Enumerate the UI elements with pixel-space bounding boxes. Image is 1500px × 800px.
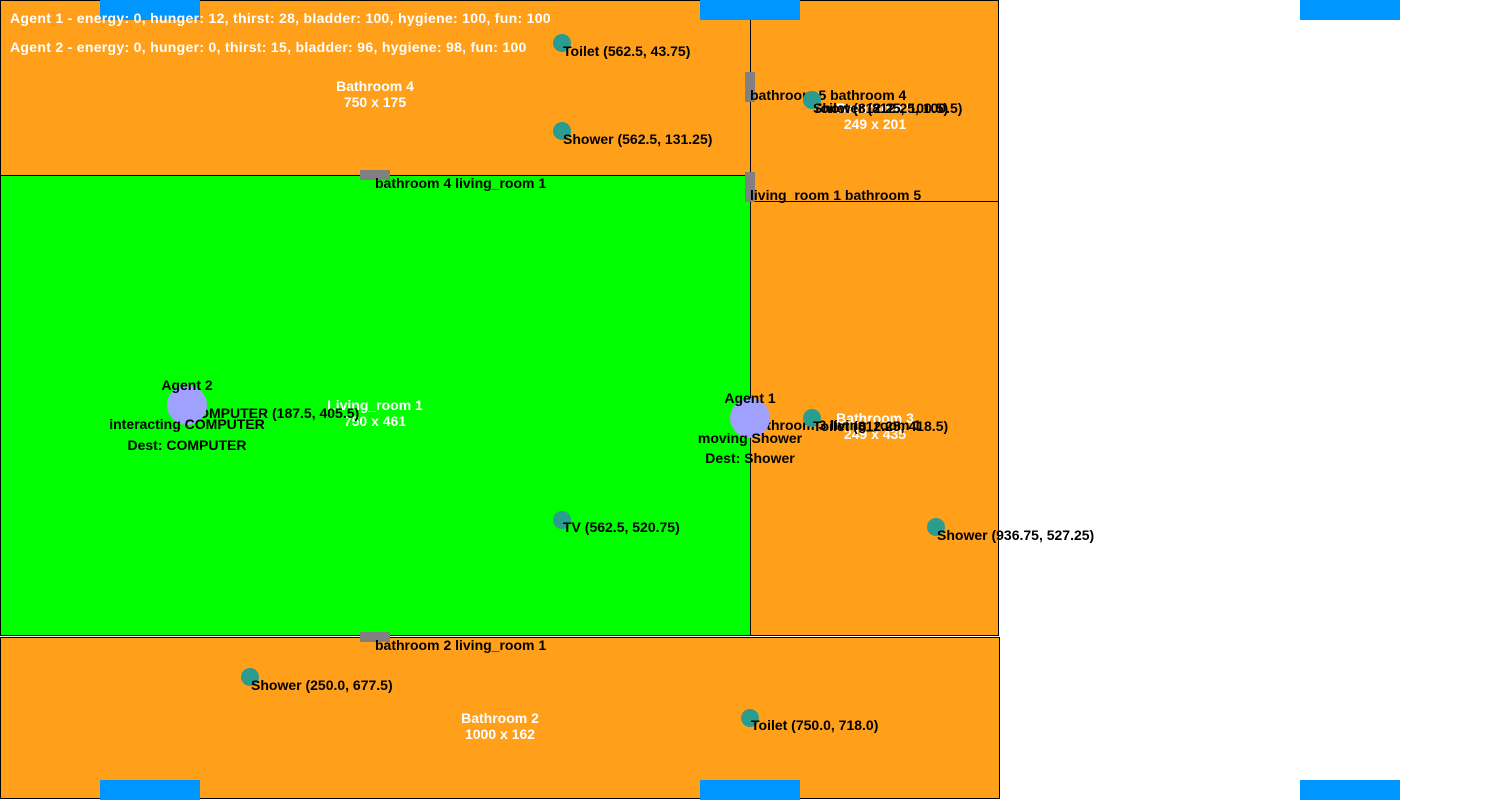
door-label-bathroom3-living-room1: bathroom 3 living_room 1 — [750, 417, 922, 433]
shower-bathroom3-marker[interactable] — [927, 518, 945, 536]
shower-bathroom3-label: Shower (936.75, 527.25) — [937, 527, 1095, 543]
agent-1-status: Agent 1 - energy: 0, hunger: 12, thirst:… — [10, 10, 551, 26]
shower-bathroom2-marker[interactable] — [241, 668, 259, 686]
agent-2-action: interacting COMPUTER — [109, 416, 265, 432]
agent-1-avatar[interactable] — [730, 398, 770, 438]
window-bottom-2 — [700, 780, 800, 800]
shower-bathroom5-label: Shower (812.25, 100.5) — [813, 100, 963, 116]
agent-2-name: Agent 2 — [161, 377, 213, 393]
room-size: 750 x 461 — [343, 413, 407, 429]
shower-bathroom4-label: Shower (562.5, 131.25) — [563, 131, 713, 147]
window-bottom-1 — [100, 780, 200, 800]
toilet-bathroom2-label: Toilet (750.0, 718.0) — [751, 717, 879, 733]
door-bathroom4-living-room1 — [360, 170, 390, 180]
shower-bathroom5-marker[interactable] — [803, 91, 821, 109]
room-name: Living_room 1 — [327, 397, 423, 413]
room-size: 249 x 435 — [843, 426, 907, 442]
room-size: 1000 x 162 — [464, 726, 536, 742]
door-living-room1-bathroom5 — [745, 172, 755, 202]
agent-2-avatar[interactable] — [167, 385, 207, 425]
room-name: Bathroom 5 — [836, 100, 914, 116]
room-size: 249 x 201 — [843, 116, 907, 132]
toilet-bathroom5-label: Toilet (812.25, 100.5) — [813, 100, 949, 116]
shower-bathroom2-label: Shower (250.0, 677.5) — [251, 677, 393, 693]
agent-2-destination: Dest: COMPUTER — [127, 437, 247, 453]
shower-bathroom4-marker[interactable] — [553, 122, 571, 140]
room-name: Bathroom 2 — [461, 710, 539, 726]
toilet-bathroom4-marker[interactable] — [553, 34, 571, 52]
room-label-bathroom-4: Bathroom 4 750 x 175 — [336, 78, 414, 110]
room-size: 750 x 175 — [343, 94, 407, 110]
agent-2-status: Agent 2 - energy: 0, hunger: 0, thirst: … — [10, 39, 527, 55]
toilet-bathroom3-marker[interactable] — [803, 409, 821, 427]
door-bathroom2-living-room1 — [360, 632, 390, 642]
window-top-2 — [700, 0, 800, 20]
window-top-3 — [1300, 0, 1400, 20]
agent-1-destination: Dest: Shower — [705, 450, 795, 466]
door-label-bathroom5-bathroom4: bathroom 5 bathroom 4 — [750, 87, 907, 103]
tv-marker[interactable] — [553, 511, 571, 529]
room-label-bathroom-3: Bathroom 3 249 x 435 — [836, 410, 914, 442]
room-label-living-room-1: Living_room 1 750 x 461 — [327, 397, 423, 429]
room-label-bathroom-2: Bathroom 2 1000 x 162 — [461, 710, 539, 742]
door-bathroom5-bathroom4 — [745, 72, 755, 102]
toilet-bathroom3-label: Toilet (812.25, 418.5) — [813, 418, 949, 434]
computer-label: COMPUTER (187.5, 405.5) — [188, 405, 360, 421]
room-bathroom-5 — [750, 0, 999, 202]
room-bathroom-4 — [0, 0, 751, 176]
door-label-bathroom4-living-room1: bathroom 4 living_room 1 — [375, 175, 547, 191]
window-bottom-3 — [1300, 780, 1400, 800]
toilet-bathroom4-label: Toilet (562.5, 43.75) — [563, 43, 691, 59]
agent-1-action: moving Shower — [697, 430, 803, 446]
room-label-bathroom-5: Bathroom 5 249 x 201 — [836, 100, 914, 132]
window-top-1 — [100, 0, 200, 20]
room-name: Bathroom 4 — [336, 78, 414, 94]
door-label-bathroom2-living-room1: bathroom 2 living_room 1 — [375, 637, 547, 653]
room-bathroom-3 — [750, 201, 999, 636]
room-name: Bathroom 3 — [836, 410, 914, 426]
door-label-living-room1-bathroom5: living_room 1 bathroom 5 — [750, 187, 922, 203]
toilet-bathroom2-marker[interactable] — [741, 709, 759, 727]
tv-label: TV (562.5, 520.75) — [563, 519, 680, 535]
agent-1-name: Agent 1 — [724, 390, 776, 406]
room-bathroom-2 — [0, 637, 1000, 799]
